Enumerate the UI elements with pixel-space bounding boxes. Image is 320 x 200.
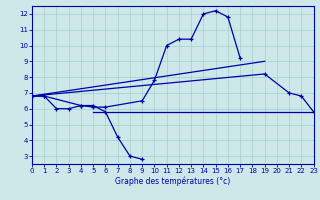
X-axis label: Graphe des températures (°c): Graphe des températures (°c) <box>115 176 230 186</box>
